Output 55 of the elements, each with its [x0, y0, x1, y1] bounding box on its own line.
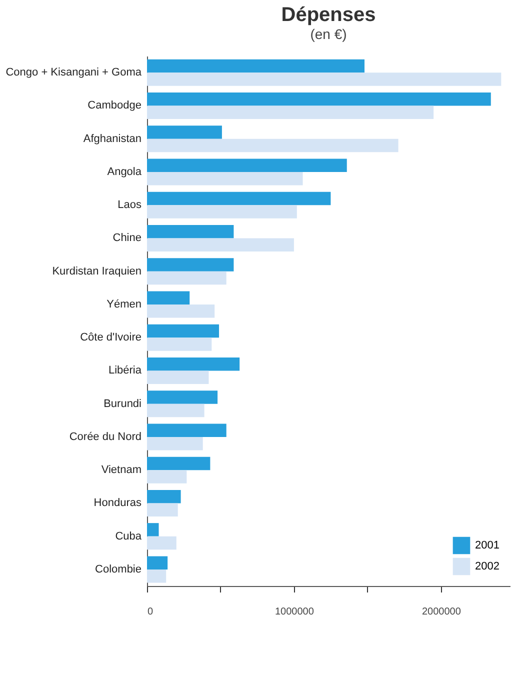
y-tick-label: Côte d'Ivoire — [80, 332, 142, 344]
x-tick-label: 2000000 — [422, 606, 462, 618]
x-tick-label: 0 — [148, 606, 154, 618]
legend-label: 2001 — [475, 540, 500, 552]
bar — [147, 72, 502, 86]
bar — [147, 291, 190, 304]
bar — [147, 192, 331, 206]
y-tick-label: Libéria — [108, 364, 142, 377]
bar — [147, 271, 226, 285]
y-tick-label: Afghanistan — [83, 132, 142, 145]
chart-title: Dépenses — [281, 4, 376, 26]
y-tick-label: Corée du Nord — [69, 430, 142, 443]
bar — [147, 205, 297, 218]
bar — [147, 556, 168, 570]
legend-label: 2002 — [475, 560, 500, 572]
y-tick-label: Vietnam — [101, 464, 142, 476]
bar — [147, 436, 203, 450]
bar — [147, 106, 434, 119]
bar — [147, 357, 240, 371]
bar — [147, 490, 181, 504]
y-tick-label: Cambodge — [88, 100, 142, 112]
bar — [147, 338, 212, 351]
y-tick-label: Burundi — [104, 398, 142, 410]
bar — [147, 126, 222, 139]
bar — [147, 238, 294, 252]
bar — [147, 258, 234, 272]
y-tick-label: Laos — [118, 199, 142, 212]
bar — [147, 59, 365, 73]
bar — [147, 324, 220, 338]
bar — [147, 390, 218, 404]
y-tick-label: Kurdistan Iraquien — [52, 265, 142, 278]
y-tick-label: Colombie — [95, 563, 142, 576]
bar — [147, 569, 166, 583]
bar — [147, 304, 215, 318]
bar — [147, 92, 491, 106]
y-tick-label: Angola — [107, 166, 142, 178]
bar — [147, 523, 159, 536]
bar — [147, 424, 226, 437]
bar — [147, 404, 204, 418]
x-tick-label: 1000000 — [274, 606, 314, 618]
y-tick-label: Cuba — [115, 530, 142, 542]
bar — [147, 503, 178, 516]
y-tick-label: Honduras — [94, 497, 142, 510]
bar — [147, 370, 209, 384]
y-tick-label: Congo + Kisangani + Goma — [6, 66, 142, 79]
chart-subtitle: (en €) — [310, 26, 347, 42]
bar — [147, 536, 176, 550]
bar — [147, 456, 210, 470]
y-tick-label: Yémen — [106, 298, 142, 310]
bar — [147, 138, 398, 152]
bar — [147, 224, 234, 238]
bar — [147, 470, 187, 484]
y-tick-label: Chine — [112, 232, 142, 244]
bar — [147, 158, 347, 172]
bar — [147, 172, 303, 186]
